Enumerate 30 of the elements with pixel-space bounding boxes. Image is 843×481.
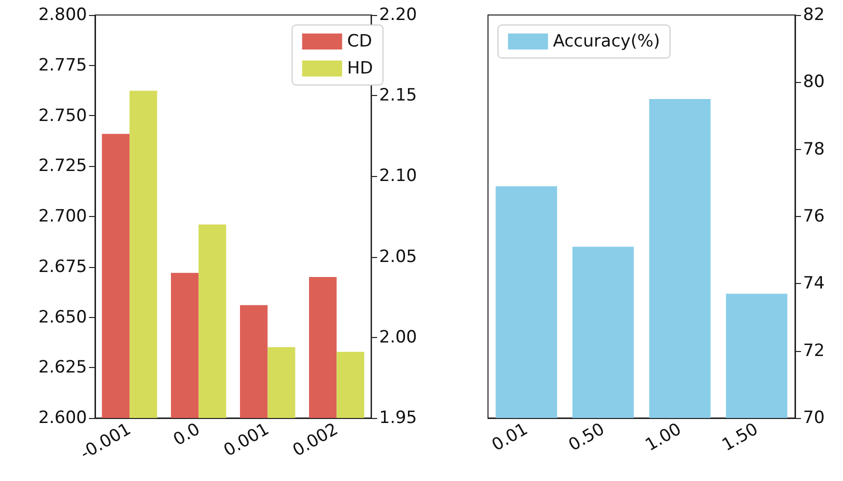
y-tick-label: 2.700: [38, 206, 87, 226]
x-tick-label: 0.01: [488, 419, 532, 456]
x-tick-label: 1.00: [642, 419, 685, 456]
legend-label: Accuracy(%): [553, 32, 660, 52]
y-tick-label: 2.675: [38, 256, 87, 277]
y2-tick-label: 2.00: [379, 327, 418, 348]
y2-tick-label: 78: [803, 139, 825, 160]
y2-tick-label: 2.15: [379, 86, 418, 106]
y-tick-label: 2.600: [38, 408, 87, 428]
y2-tick-label: 76: [803, 206, 825, 226]
y2-tick-label: 80: [803, 72, 825, 92]
legend-label: CD: [347, 32, 372, 52]
y2-tick-label: 2.05: [379, 246, 418, 267]
y2-tick-label: 2.10: [379, 166, 418, 186]
y-tick-label: 2.725: [38, 156, 87, 176]
y-tick-label: 2.775: [38, 55, 87, 76]
y-tick-label: 2.800: [38, 5, 87, 25]
x-tick-label: 1.50: [718, 419, 762, 456]
y2-tick-label: 1.95: [379, 408, 418, 428]
y-tick-label: 2.625: [38, 358, 87, 378]
y2-tick-label: 82: [803, 5, 825, 25]
y2-tick-label: 74: [803, 274, 825, 294]
y-tick-label: 2.750: [38, 106, 87, 126]
x-tick-label: 0.50: [565, 419, 608, 456]
legend-label: HD: [347, 58, 373, 78]
y2-tick-label: 70: [803, 408, 825, 428]
y-tick-label: 2.650: [38, 307, 87, 328]
y2-tick-label: 72: [803, 340, 825, 361]
y2-tick-label: 2.20: [379, 5, 418, 25]
x-tick-label: 0.0: [170, 419, 204, 450]
